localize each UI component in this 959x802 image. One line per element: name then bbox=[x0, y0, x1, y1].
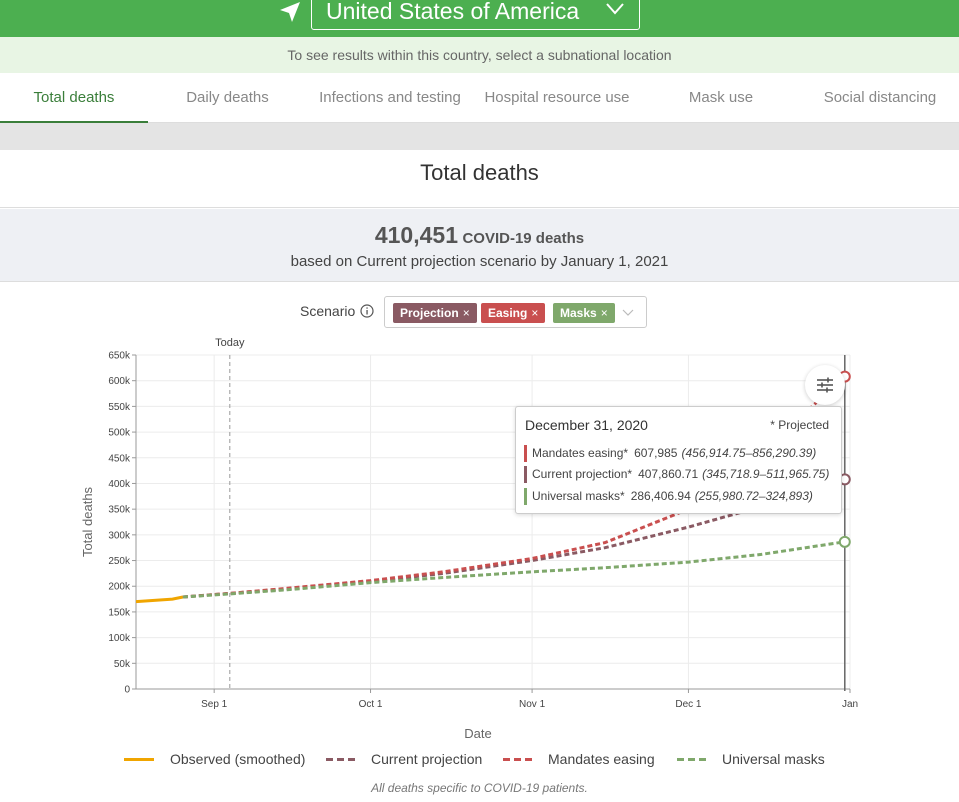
divider-band bbox=[0, 123, 959, 150]
tooltip-row: Current projection* 407,860.71 (345,718.9–… bbox=[524, 466, 829, 483]
y-tick-label: 550k bbox=[108, 402, 131, 413]
remove-chip-icon[interactable]: × bbox=[600, 306, 608, 320]
legend-swatch-observed bbox=[124, 758, 154, 761]
chart-settings-button[interactable] bbox=[805, 365, 845, 405]
page-title: Total deaths bbox=[0, 150, 959, 208]
tooltip-value: 407,860.71 bbox=[638, 467, 699, 481]
scenario-select[interactable]: Projection × Easing × Masks × bbox=[384, 296, 647, 328]
y-tick-label: 250k bbox=[108, 556, 131, 567]
tab-daily-deaths[interactable]: Daily deaths bbox=[186, 89, 269, 106]
y-tick-label: 300k bbox=[108, 530, 131, 541]
summary-count: 410,451 bbox=[374, 222, 458, 248]
summary-subtitle: based on Current projection scenario by … bbox=[290, 253, 669, 270]
chip-easing[interactable]: Easing × bbox=[481, 303, 546, 323]
remove-chip-icon[interactable]: × bbox=[462, 306, 470, 320]
tooltip-series-name: Mandates easing* bbox=[532, 446, 629, 460]
tab-infections-testing[interactable]: Infections and testing bbox=[319, 89, 461, 106]
tooltip-ci: (255,980.72–324,893) bbox=[694, 489, 813, 503]
legend-item-observed[interactable]: Observed (smoothed) bbox=[170, 751, 306, 767]
series-swatch bbox=[524, 488, 527, 505]
chart-legend: Observed (smoothed) Current projection M… bbox=[0, 749, 959, 769]
summary-headline: 410,451 COVID-19 deaths bbox=[0, 222, 959, 249]
tooltip-value: 286,406.94 bbox=[630, 489, 691, 503]
chevron-down-icon bbox=[606, 3, 624, 15]
legend-swatch-mandates-easing bbox=[503, 758, 533, 761]
legend-item-current-projection[interactable]: Current projection bbox=[371, 751, 483, 767]
tooltip-row: Universal masks* 286,406.94 (255,980.72–32… bbox=[524, 488, 813, 505]
y-axis: 0 50k 100k 150k 200k 250k 300k 350k 400k 450k 500k… bbox=[108, 351, 137, 696]
scenario-label: Scenario bbox=[300, 303, 356, 319]
x-axis-label: Date bbox=[464, 726, 491, 741]
tab-hospital-resource-use[interactable]: Hospital resource use bbox=[484, 89, 630, 106]
x-tick-label: Oct 1 bbox=[359, 699, 383, 710]
remove-chip-icon[interactable]: × bbox=[531, 306, 539, 320]
chip-projection[interactable]: Projection × bbox=[393, 303, 477, 323]
sliders-icon bbox=[817, 377, 833, 393]
tab-mask-use[interactable]: Mask use bbox=[688, 89, 754, 106]
country-select[interactable]: United States of America bbox=[311, 0, 640, 30]
legend-swatch-current-projection bbox=[326, 758, 356, 761]
chip-label: Projection bbox=[400, 306, 459, 320]
y-tick-label: 450k bbox=[108, 453, 131, 464]
x-axis: Sep 1 Oct 1 Nov 1 Dec 1 Jan bbox=[136, 688, 858, 710]
chevron-down-icon[interactable] bbox=[622, 309, 634, 317]
tooltip-row: Mandates easing* 607,985 (456,914.75–856,2… bbox=[524, 445, 816, 462]
tooltip-note: * Projected bbox=[770, 418, 829, 432]
y-tick-label: 200k bbox=[108, 582, 131, 593]
tab-social-distancing[interactable]: Social distancing bbox=[823, 89, 937, 106]
tab-bar: Total deaths Daily deaths Infections and… bbox=[0, 73, 959, 123]
chip-label: Masks bbox=[560, 306, 597, 320]
chart-tooltip: December 31, 2020 * Projected Mandates e… bbox=[515, 406, 842, 514]
top-bar: United States of America bbox=[0, 0, 959, 37]
x-tick-label: Dec 1 bbox=[675, 699, 702, 710]
y-tick-label: 400k bbox=[108, 479, 131, 490]
legend-item-universal-masks[interactable]: Universal masks bbox=[722, 751, 825, 767]
y-tick-label: 100k bbox=[108, 633, 131, 644]
legend-swatch-universal-masks bbox=[677, 758, 707, 761]
tooltip-ci: (345,718.9–511,965.75) bbox=[702, 467, 830, 481]
tooltip-series-name: Universal masks* bbox=[532, 489, 625, 503]
y-tick-label: 500k bbox=[108, 428, 131, 439]
country-select-value: United States of America bbox=[326, 0, 580, 24]
x-tick-label: Sep 1 bbox=[201, 699, 228, 710]
today-label: Today bbox=[215, 337, 245, 349]
summary-panel: 410,451 COVID-19 deaths based on Current… bbox=[0, 209, 959, 282]
y-tick-label: 150k bbox=[108, 607, 131, 618]
y-axis-label: Total deaths bbox=[80, 486, 95, 557]
footnote: All deaths specific to COVID-19 patients… bbox=[371, 781, 588, 795]
series-swatch bbox=[524, 445, 527, 462]
chip-label: Easing bbox=[488, 306, 528, 320]
info-icon[interactable] bbox=[360, 304, 374, 318]
tab-total-deaths[interactable]: Total deaths bbox=[0, 73, 148, 123]
tooltip-date: December 31, 2020 bbox=[525, 417, 648, 433]
series-line-observed-smoothed bbox=[135, 595, 184, 604]
y-tick-label: 0 bbox=[124, 685, 130, 696]
legend-item-mandates-easing[interactable]: Mandates easing bbox=[548, 751, 655, 767]
subnational-hint: To see results within this country, sele… bbox=[0, 37, 959, 73]
tooltip-ci: (456,914.75–856,290.39) bbox=[681, 446, 817, 460]
x-tick-label: Nov 1 bbox=[519, 699, 546, 710]
tooltip-value: 607,985 bbox=[634, 446, 678, 460]
location-arrow-icon[interactable] bbox=[278, 0, 302, 24]
y-tick-label: 650k bbox=[108, 351, 131, 362]
tooltip-series-name: Current projection* bbox=[532, 467, 633, 481]
summary-unit: COVID-19 deaths bbox=[462, 230, 585, 247]
series-swatch bbox=[524, 466, 527, 483]
y-tick-label: 50k bbox=[114, 659, 131, 670]
y-tick-label: 350k bbox=[108, 505, 131, 516]
hover-marker bbox=[838, 535, 851, 548]
x-tick-label: Jan bbox=[842, 699, 858, 710]
series-line-universal-masks bbox=[182, 540, 846, 599]
y-tick-label: 600k bbox=[108, 376, 131, 387]
chart-markers bbox=[838, 355, 851, 691]
chip-masks[interactable]: Masks × bbox=[553, 303, 615, 323]
